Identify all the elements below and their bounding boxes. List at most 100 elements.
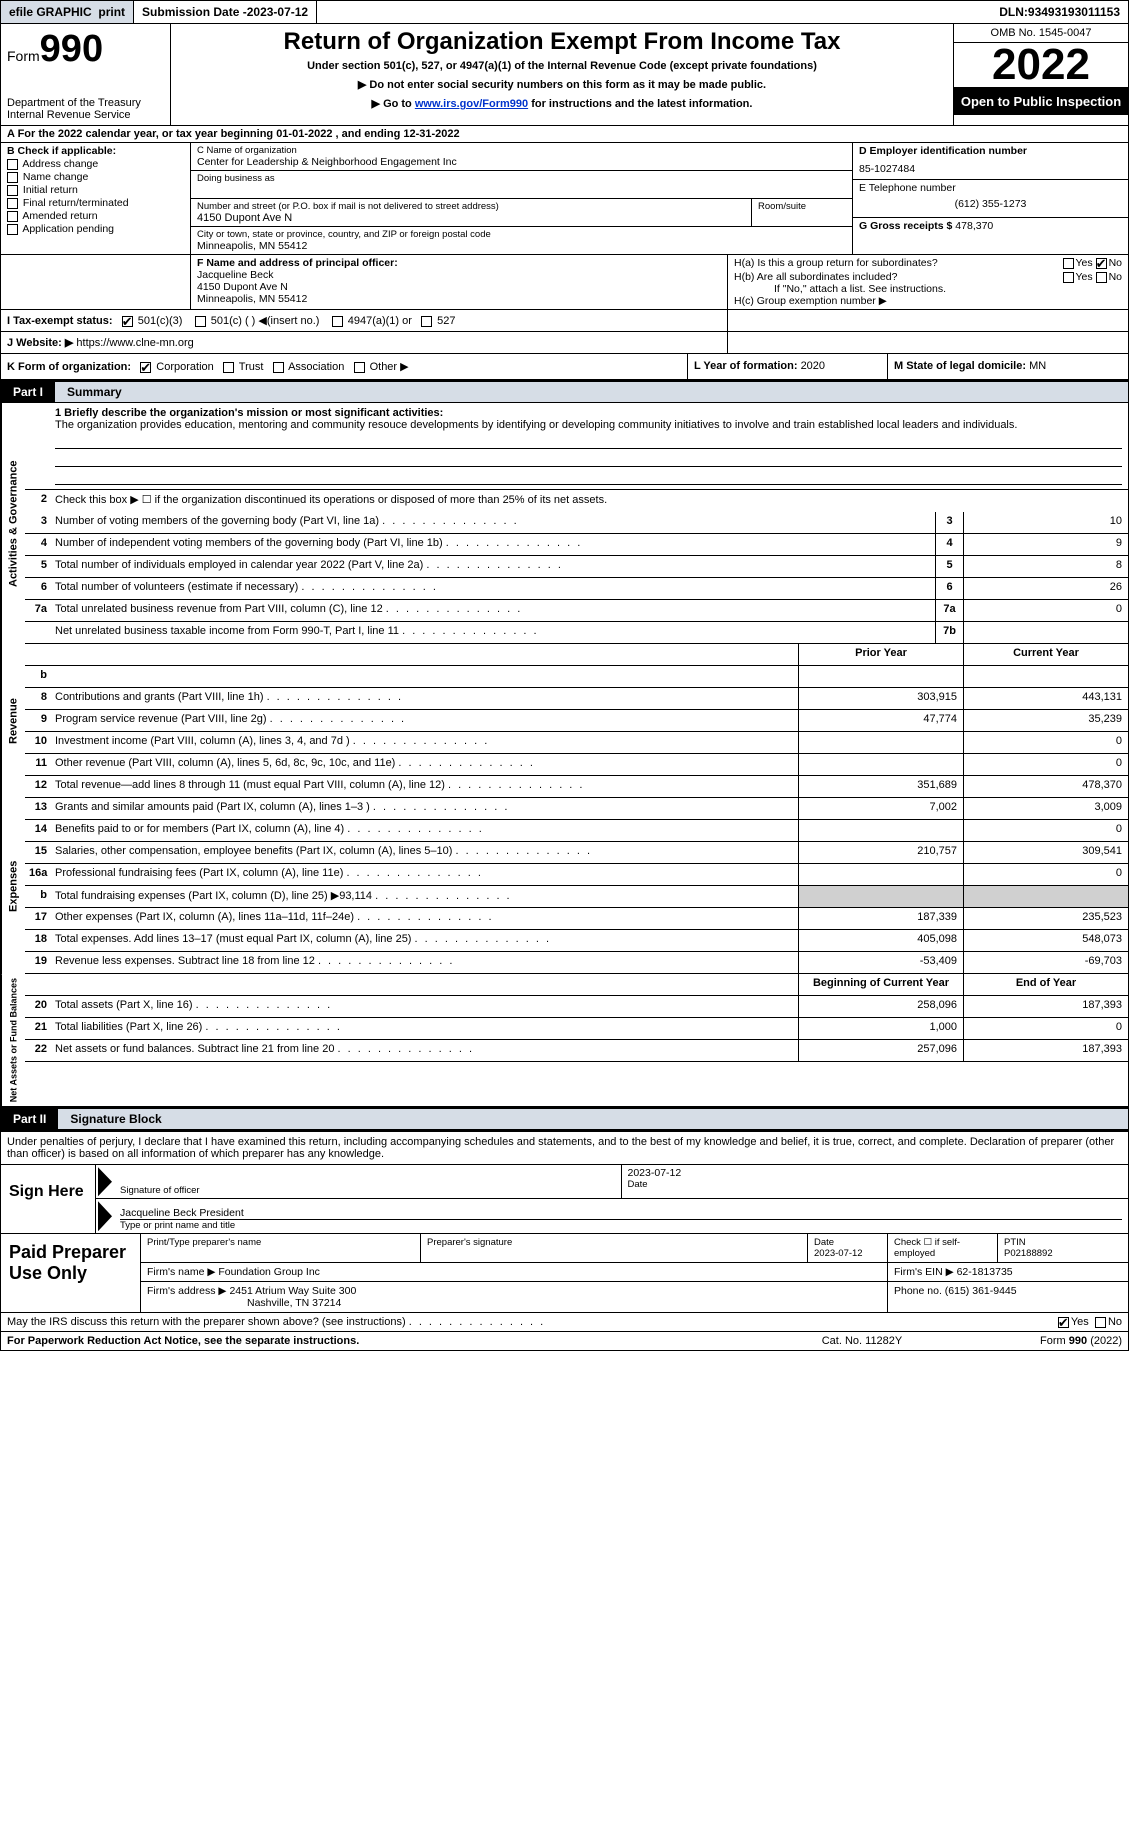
summary-row: b (25, 666, 1128, 688)
summary-row: 13Grants and similar amounts paid (Part … (25, 798, 1128, 820)
ptin: PTINP02188892 (998, 1234, 1128, 1262)
summary-row: 19Revenue less expenses. Subtract line 1… (25, 952, 1128, 974)
officer-addr1: 4150 Dupont Ave N (197, 281, 721, 293)
h-c: H(c) Group exemption number ▶ (734, 295, 1122, 307)
summary-row: 10Investment income (Part VIII, column (… (25, 732, 1128, 754)
summary-row: 15Salaries, other compensation, employee… (25, 842, 1128, 864)
part-1-header: Part I Summary (0, 381, 1129, 403)
form-number: Form990 (7, 28, 164, 71)
line-2: Check this box ▶ ☐ if the organization d… (51, 490, 1128, 512)
print-link[interactable]: print (98, 5, 125, 19)
officer-name: Jacqueline Beck (197, 269, 721, 281)
irs-label: Internal Revenue Service (7, 109, 164, 121)
summary-row: 14Benefits paid to or for members (Part … (25, 820, 1128, 842)
preparer-name-hdr: Print/Type preparer's name (141, 1234, 421, 1262)
sidebar-expenses: Expenses (1, 798, 25, 974)
may-irs-discuss: May the IRS discuss this return with the… (0, 1313, 1129, 1332)
expenses-section: Expenses 13Grants and similar amounts pa… (0, 798, 1129, 974)
activities-governance: Activities & Governance 1 Briefly descri… (0, 403, 1129, 644)
chk-initial-return[interactable]: Initial return (7, 184, 184, 196)
summary-row: 16aProfessional fundraising fees (Part I… (25, 864, 1128, 886)
chk-final-return[interactable]: Final return/terminated (7, 197, 184, 209)
revenue-section: Revenue Prior Year Current Year b8Contri… (0, 644, 1129, 798)
col-b-header: B Check if applicable: (7, 145, 184, 157)
mission-label: 1 Briefly describe the organization's mi… (55, 407, 1122, 419)
dln: DLN: 93493193011153 (991, 1, 1128, 23)
chk-amended-return[interactable]: Amended return (7, 210, 184, 222)
officer-addr2: Minneapolis, MN 55412 (197, 293, 721, 305)
h-b-note: If "No," attach a list. See instructions… (774, 283, 1122, 295)
preparer-sig-hdr: Preparer's signature (421, 1234, 808, 1262)
org-name: Center for Leadership & Neighborhood Eng… (197, 156, 846, 168)
h-a: H(a) Is this a group return for subordin… (734, 257, 1122, 269)
submission-date: Submission Date - 2023-07-12 (134, 1, 317, 23)
net-assets-section: Net Assets or Fund Balances Beginning of… (0, 974, 1129, 1108)
summary-row: 17Other expenses (Part IX, column (A), l… (25, 908, 1128, 930)
summary-row: 9Program service revenue (Part VIII, lin… (25, 710, 1128, 732)
summary-row: bTotal fundraising expenses (Part IX, co… (25, 886, 1128, 908)
street-address: 4150 Dupont Ave N (197, 212, 745, 224)
topbar: efile GRAPHIC print Submission Date - 20… (0, 0, 1129, 24)
subtitle-1: Under section 501(c), 527, or 4947(a)(1)… (177, 60, 947, 72)
tax-year: 2022 (954, 43, 1128, 88)
city-label: City or town, state or province, country… (197, 229, 846, 240)
section-klm: K Form of organization: Corporation Trus… (0, 354, 1129, 381)
self-employed-chk[interactable]: Check ☐ if self-employed (888, 1234, 998, 1262)
sidebar-net-assets: Net Assets or Fund Balances (1, 974, 25, 1106)
prior-year-hdr: Prior Year (798, 644, 963, 665)
summary-row: 7aTotal unrelated business revenue from … (25, 600, 1128, 622)
mission-text: The organization provides education, men… (55, 419, 1122, 431)
room-suite-label: Room/suite (752, 199, 852, 226)
summary-row: 4Number of independent voting members of… (25, 534, 1128, 556)
open-inspection: Open to Public Inspection (954, 88, 1128, 115)
summary-row: 12Total revenue—add lines 8 through 11 (… (25, 776, 1128, 798)
sidebar-governance: Activities & Governance (1, 403, 25, 644)
section-bcd: B Check if applicable: Address change Na… (0, 143, 1129, 255)
sign-here: Sign Here Signature of officer 2023-07-1… (0, 1165, 1129, 1234)
sidebar-revenue: Revenue (1, 644, 25, 798)
phone: (612) 355-1273 (859, 198, 1122, 210)
addr-label: Number and street (or P.O. box if mail i… (197, 201, 745, 212)
print-name-label: Type or print name and title (120, 1219, 1122, 1231)
firm-ein: Firm's EIN ▶ 62-1813735 (888, 1263, 1128, 1281)
form-header: Form990 Department of the Treasury Inter… (0, 24, 1129, 126)
beginning-year-hdr: Beginning of Current Year (798, 974, 963, 995)
summary-row: 6Total number of volunteers (estimate if… (25, 578, 1128, 600)
form-title: Return of Organization Exempt From Incom… (177, 28, 947, 56)
firm-phone: Phone no. (615) 361-9445 (888, 1282, 1128, 1312)
chk-name-change[interactable]: Name change (7, 171, 184, 183)
ein-label: D Employer identification number (859, 145, 1122, 157)
paid-preparer: Paid Preparer Use Only Print/Type prepar… (0, 1234, 1129, 1313)
part-2-header: Part II Signature Block (0, 1108, 1129, 1130)
preparer-date: Date2023-07-12 (808, 1234, 888, 1262)
page-footer: For Paperwork Reduction Act Notice, see … (0, 1332, 1129, 1351)
section-fh: F Name and address of principal officer:… (0, 255, 1129, 310)
chk-application-pending[interactable]: Application pending (7, 223, 184, 235)
summary-row: 20Total assets (Part X, line 16) 258,096… (25, 996, 1128, 1018)
subtitle-2: ▶ Do not enter social security numbers o… (177, 78, 947, 91)
firm-name: Firm's name ▶ Foundation Group Inc (141, 1263, 888, 1281)
chk-address-change[interactable]: Address change (7, 158, 184, 170)
current-year-hdr: Current Year (963, 644, 1128, 665)
ein: 85-1027484 (859, 163, 1122, 175)
subtitle-3: ▶ Go to www.irs.gov/Form990 for instruct… (177, 97, 947, 110)
org-name-label: C Name of organization (197, 145, 846, 156)
website: J Website: ▶ https://www.clne-mn.org (1, 332, 728, 353)
officer-label: F Name and address of principal officer: (197, 257, 721, 269)
summary-row: 18Total expenses. Add lines 13–17 (must … (25, 930, 1128, 952)
line-a: A For the 2022 calendar year, or tax yea… (0, 126, 1129, 143)
summary-row: 21Total liabilities (Part X, line 26) 1,… (25, 1018, 1128, 1040)
efile-button[interactable]: efile GRAPHIC print (1, 1, 134, 23)
sig-date-label: Date (628, 1179, 1123, 1190)
dba-label: Doing business as (197, 173, 846, 184)
irs-link[interactable]: www.irs.gov/Form990 (415, 98, 528, 110)
dept-treasury: Department of the Treasury (7, 97, 164, 109)
summary-row: 5Total number of individuals employed in… (25, 556, 1128, 578)
summary-row: 3Number of voting members of the governi… (25, 512, 1128, 534)
phone-label: E Telephone number (859, 182, 1122, 194)
firm-address: Firm's address ▶ 2451 Atrium Way Suite 3… (141, 1282, 888, 1312)
end-year-hdr: End of Year (963, 974, 1128, 995)
tax-exempt-status: I Tax-exempt status: 501(c)(3) 501(c) ( … (1, 310, 728, 331)
gross-receipts: G Gross receipts $ 478,370 (853, 218, 1128, 254)
sig-date: 2023-07-12 (628, 1167, 1123, 1179)
